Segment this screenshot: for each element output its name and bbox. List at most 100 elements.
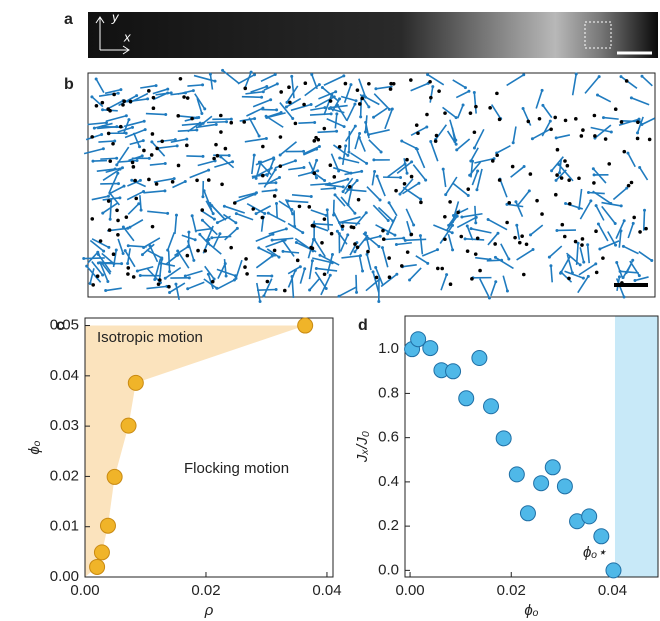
particle	[466, 187, 470, 191]
arrow-head	[253, 73, 256, 76]
arrow-head	[259, 300, 262, 303]
arrow-head	[466, 225, 469, 228]
arrow-head	[104, 289, 107, 292]
arrow-head	[198, 233, 201, 236]
arrow-head	[278, 176, 281, 179]
particle	[592, 181, 596, 185]
data-point	[557, 479, 572, 494]
arrow-head	[550, 169, 553, 172]
arrow-head	[555, 136, 558, 139]
particle	[279, 90, 283, 94]
arrow-head	[258, 161, 261, 164]
particle	[443, 111, 447, 115]
particle	[115, 208, 119, 212]
arrow-head	[415, 147, 418, 150]
particle	[245, 272, 249, 276]
arrow-head	[255, 191, 258, 194]
arrow-head	[575, 73, 578, 76]
particle	[392, 82, 396, 86]
y-tick-label: 0.04	[50, 367, 79, 384]
arrow-head	[207, 242, 210, 245]
particle	[229, 246, 233, 250]
particle	[150, 153, 154, 157]
arrow-head	[194, 238, 197, 241]
particle	[375, 276, 379, 280]
y-tick-label: 0.05	[50, 317, 79, 334]
arrow-head	[290, 208, 293, 211]
arrow-head	[117, 92, 120, 95]
particle	[186, 254, 190, 258]
particle	[560, 176, 564, 180]
arrow-head	[548, 256, 551, 259]
arrow-head	[313, 121, 316, 124]
particle	[574, 240, 578, 244]
arrow-head	[523, 165, 526, 168]
arrow-head	[365, 162, 368, 165]
arrow-head	[125, 114, 128, 117]
arrow	[356, 275, 357, 293]
particle	[330, 232, 334, 236]
arrow-head	[318, 83, 321, 86]
particle	[341, 224, 345, 228]
arrow-head	[558, 171, 561, 174]
arrow-head	[372, 116, 375, 119]
arrow-head	[191, 214, 194, 217]
particle	[196, 249, 200, 253]
particle	[434, 139, 438, 143]
arrow-head	[467, 90, 470, 93]
arrow-head	[641, 75, 644, 78]
data-point	[484, 399, 499, 414]
arrow-head	[494, 256, 497, 259]
arrow-head	[377, 300, 380, 303]
x-tick-label: 0.04	[312, 582, 341, 599]
particle	[266, 280, 270, 284]
arrow-head	[468, 174, 471, 177]
arrow-head	[203, 189, 206, 192]
arrow-head	[135, 94, 138, 97]
arrow-head	[342, 190, 345, 193]
particle	[406, 250, 410, 254]
arrow-head	[274, 73, 277, 76]
arrow-head	[265, 85, 268, 88]
particle	[134, 197, 138, 201]
arrow-head	[225, 274, 228, 277]
x-tick-label: 0.04	[598, 582, 627, 599]
arrow-head	[197, 116, 200, 119]
particle	[638, 230, 642, 234]
arrow-head	[541, 104, 544, 107]
particle	[171, 180, 175, 184]
arrow-head	[262, 295, 265, 298]
arrow-head	[595, 204, 598, 207]
particle	[367, 82, 371, 86]
particle	[108, 109, 112, 113]
arrow-head	[325, 287, 328, 290]
arrow-head	[560, 271, 563, 274]
arrow	[98, 141, 114, 142]
particle	[207, 178, 211, 182]
particle	[388, 275, 392, 279]
particle	[332, 175, 336, 179]
particle	[323, 272, 327, 276]
arrow-head	[610, 131, 613, 134]
arrow-head	[195, 129, 198, 132]
particle	[151, 132, 155, 136]
particle	[244, 257, 248, 261]
arrow-head	[631, 259, 634, 262]
particle	[466, 249, 470, 253]
particle	[224, 147, 228, 151]
particle	[348, 185, 352, 189]
panel-a: a y x	[64, 9, 658, 58]
x-axis-label: ρ	[204, 602, 214, 619]
particle	[495, 153, 499, 157]
arrow-head	[455, 148, 458, 151]
arrow-head	[192, 89, 195, 92]
particle	[636, 120, 640, 124]
arrow-head	[265, 137, 268, 140]
arrow-head	[141, 154, 144, 157]
arrow-head	[638, 166, 641, 169]
data-point	[545, 460, 560, 475]
arrow-head	[85, 265, 88, 268]
arrow-head	[274, 168, 277, 171]
particle	[409, 78, 413, 82]
arrow-head	[331, 253, 334, 256]
